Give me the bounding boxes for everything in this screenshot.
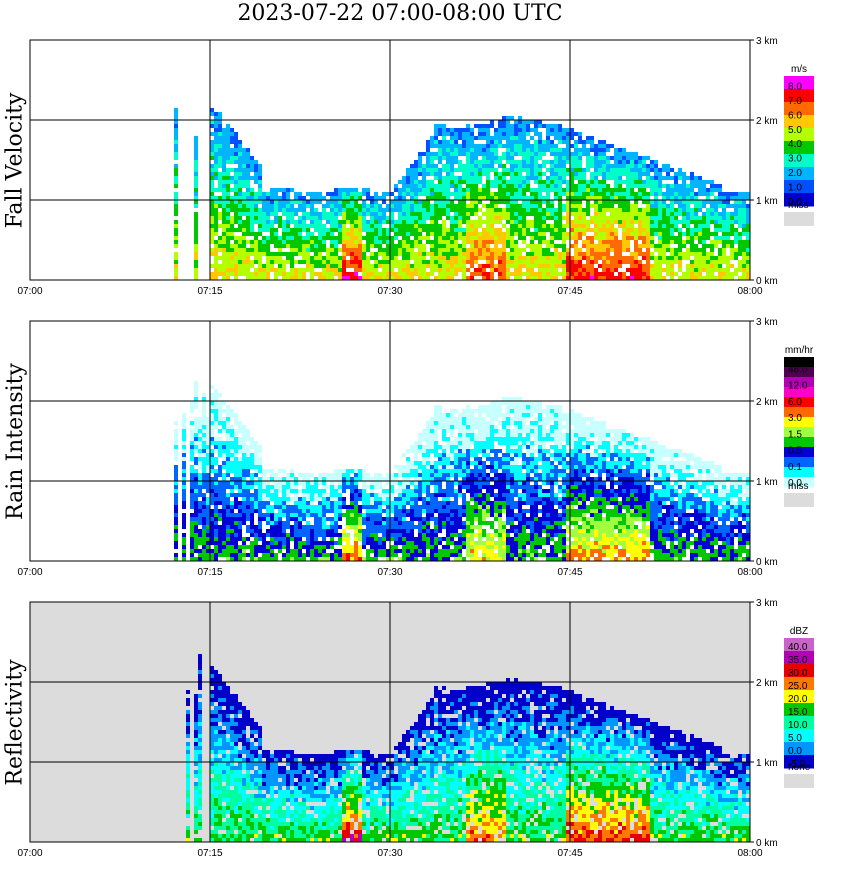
legend-label: 6.0 <box>788 110 802 121</box>
legend-label: 0.0 <box>788 746 802 757</box>
legend-missing-swatch <box>784 493 814 507</box>
x-tick-label: 07:00 <box>17 286 42 297</box>
legend-label: 25.0 <box>788 681 808 692</box>
y-tick-label: 3 km <box>756 317 778 328</box>
legend-unit: dBZ <box>790 626 808 637</box>
x-tick-label: 07:45 <box>557 567 582 578</box>
y-tick-label: 3 km <box>756 598 778 609</box>
y-tick-label: 0 km <box>756 838 778 849</box>
rain-intensity-panel: 07:00 07:15 07:30 07:45 08:000 km 1 km 2 km 3 k… <box>0 305 850 595</box>
x-tick-label: 07:15 <box>197 848 222 859</box>
x-tick-label: 07:15 <box>197 567 222 578</box>
fall-velocity-panel: 07:00 07:15 07:30 07:45 08:000 km 1 km 2 km 3 k… <box>0 24 850 314</box>
legend-label: 0.1 <box>788 462 802 473</box>
y-tick-label: 2 km <box>756 397 778 408</box>
x-tick-label: 07:00 <box>17 567 42 578</box>
y-tick-label: 2 km <box>756 678 778 689</box>
y-tick-label: 1 km <box>756 196 778 207</box>
legend-label: 40.0 <box>788 642 808 653</box>
y-tick-label: 3 km <box>756 36 778 47</box>
x-tick-label: 08:00 <box>737 848 762 859</box>
legend-label: 48.0 <box>788 364 808 375</box>
x-tick-label: 07:30 <box>377 567 402 578</box>
x-tick-label: 08:00 <box>737 567 762 578</box>
legend-missing-label: none <box>788 762 811 773</box>
legend-label: 3.0 <box>788 154 802 165</box>
x-tick-label: 08:00 <box>737 286 762 297</box>
legend-label: 12.0 <box>788 381 808 392</box>
legend-missing-swatch <box>784 212 814 226</box>
legend-label: 20.0 <box>788 694 808 705</box>
legend-label: 35.0 <box>788 655 808 666</box>
legend: dBZ40.035.030.025.020.015.010.05.00.0-5.… <box>784 626 814 788</box>
legend-label: 2.0 <box>788 168 802 179</box>
legend-missing-swatch <box>784 774 814 788</box>
legend-label: 6.0 <box>788 397 802 408</box>
legend-unit: mm/hr <box>785 345 814 356</box>
y-tick-label: 0 km <box>756 276 778 287</box>
legend-label: 1.0 <box>788 183 802 194</box>
legend-missing-label: miss <box>788 200 809 211</box>
legend-label: 7.0 <box>788 96 802 107</box>
y-tick-label: 2 km <box>756 116 778 127</box>
x-tick-label: 07:30 <box>377 848 402 859</box>
legend-label: 15.0 <box>788 707 808 718</box>
x-tick-label: 07:15 <box>197 286 222 297</box>
legend-label: 4.0 <box>788 139 802 150</box>
legend-label: 8.0 <box>788 81 802 92</box>
x-tick-label: 07:45 <box>557 286 582 297</box>
x-tick-label: 07:45 <box>557 848 582 859</box>
legend-label: 10.0 <box>788 720 808 731</box>
legend-label: 3.0 <box>788 413 802 424</box>
legend-label: 5.0 <box>788 125 802 136</box>
legend-unit: m/s <box>791 64 807 75</box>
y-tick-label: 0 km <box>756 557 778 568</box>
legend-label: 30.0 <box>788 668 808 679</box>
x-tick-label: 07:00 <box>17 848 42 859</box>
legend-missing-label: miss <box>788 481 809 492</box>
y-tick-label: 1 km <box>756 477 778 488</box>
legend-label: 1.5 <box>788 429 802 440</box>
legend-label: 0.5 <box>788 446 802 457</box>
legend-label: 5.0 <box>788 733 802 744</box>
x-tick-label: 07:30 <box>377 286 402 297</box>
y-tick-label: 1 km <box>756 758 778 769</box>
reflectivity-panel: 07:00 07:15 07:30 07:45 08:000 km 1 km 2 km 3 k… <box>0 586 850 876</box>
